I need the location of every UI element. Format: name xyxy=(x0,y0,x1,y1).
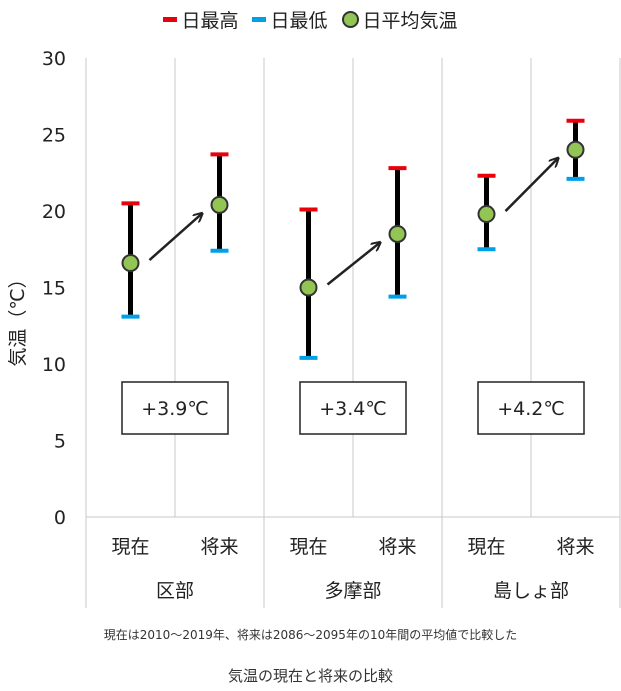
period-label: 現在 xyxy=(111,536,149,558)
y-tick-label: 0 xyxy=(54,507,66,529)
avg-point xyxy=(477,205,496,224)
chart-caption: 気温の現在と将来の比較 xyxy=(227,667,393,685)
period-label: 現在 xyxy=(467,536,505,558)
y-tick-label: 25 xyxy=(42,125,66,147)
avg-point xyxy=(210,195,229,214)
period-label: 将来 xyxy=(378,536,416,558)
group-label: 島しょ部 xyxy=(493,580,569,602)
y-tick-label: 15 xyxy=(42,278,66,300)
group-label: 多摩部 xyxy=(324,580,381,602)
max-marker-icon xyxy=(163,17,178,22)
y-tick-label: 20 xyxy=(42,201,66,223)
change-arrow xyxy=(326,243,380,286)
legend-item-avg: 日平均気温 xyxy=(341,6,458,33)
increase-box xyxy=(477,381,585,435)
avg-point xyxy=(566,140,585,159)
change-arrow xyxy=(148,214,202,261)
increase-label: +3.9℃ xyxy=(141,398,208,420)
min-marker-icon xyxy=(252,17,267,22)
increase-label: +4.2℃ xyxy=(497,398,564,420)
y-tick-label: 30 xyxy=(42,48,66,70)
increase-box xyxy=(121,381,229,435)
legend-avg-label: 日平均気温 xyxy=(362,10,458,32)
increase-box xyxy=(299,381,407,435)
y-axis-label: 気温（℃） xyxy=(7,269,29,366)
footnote: 現在は2010～2019年、将来は2086～2095年の10年間の平均値で比較し… xyxy=(103,628,518,642)
y-tick-label: 10 xyxy=(42,354,66,376)
y-tick-label: 5 xyxy=(54,431,66,453)
increase-label: +3.4℃ xyxy=(319,398,386,420)
legend-max-label: 日最高 xyxy=(181,10,239,32)
legend-item-min: 日最低 xyxy=(252,6,328,33)
period-label: 将来 xyxy=(556,536,594,558)
avg-point xyxy=(299,278,318,297)
group-label: 区部 xyxy=(156,580,194,602)
legend: 日最高 日最低 日平均気温 xyxy=(0,6,621,33)
legend-item-max: 日最高 xyxy=(163,6,238,33)
avg-point xyxy=(388,224,407,243)
period-label: 将来 xyxy=(200,536,238,558)
change-arrow xyxy=(504,159,558,212)
period-label: 現在 xyxy=(289,536,327,558)
avg-marker-icon xyxy=(341,11,359,28)
legend-min-label: 日最低 xyxy=(270,10,328,32)
avg-point xyxy=(121,254,140,273)
